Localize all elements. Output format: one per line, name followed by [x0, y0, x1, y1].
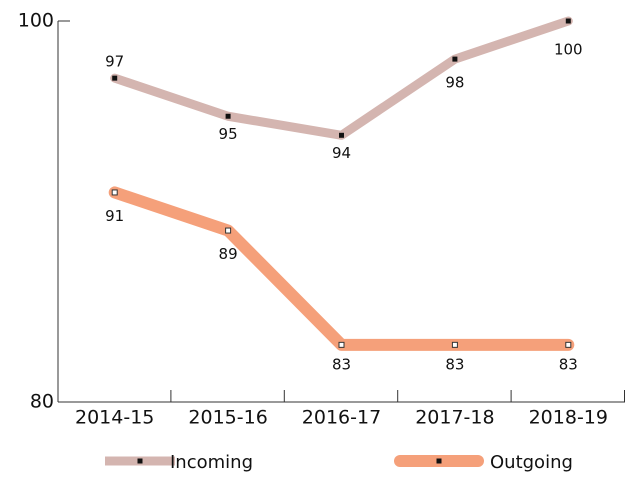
marker: [225, 113, 231, 119]
data-label: 100: [554, 41, 583, 59]
marker: [338, 341, 345, 348]
data-label: 94: [332, 144, 351, 162]
x-tick-label: 2016-17: [302, 407, 381, 429]
marker: [565, 341, 572, 348]
marker: [112, 75, 118, 81]
series-line: [108, 186, 575, 351]
legend-label: Outgoing: [490, 452, 573, 473]
legend-label: Incoming: [170, 452, 253, 473]
marker: [451, 341, 458, 348]
data-label: 97: [105, 53, 124, 71]
data-label: 83: [332, 355, 351, 373]
data-label: 98: [445, 74, 464, 92]
data-label: 91: [105, 207, 124, 225]
series-line: [110, 16, 573, 140]
data-label: 95: [219, 125, 238, 143]
data-label: 89: [219, 245, 238, 263]
marker: [111, 189, 118, 196]
x-tick-label: 2017-18: [415, 407, 494, 429]
x-tick-label: 2014-15: [75, 407, 154, 429]
y-tick-label: 80: [30, 391, 54, 413]
marker: [452, 56, 458, 62]
marker: [225, 227, 232, 234]
y-tick-label: 100: [18, 10, 54, 32]
x-tick-label: 2015-16: [188, 407, 267, 429]
legend-marker: [137, 458, 143, 464]
data-label: 83: [445, 355, 464, 373]
data-label: 83: [559, 355, 578, 373]
x-tick-label: 2018-19: [529, 407, 608, 429]
marker: [339, 132, 344, 138]
marker: [565, 18, 571, 24]
legend-marker: [436, 458, 442, 464]
